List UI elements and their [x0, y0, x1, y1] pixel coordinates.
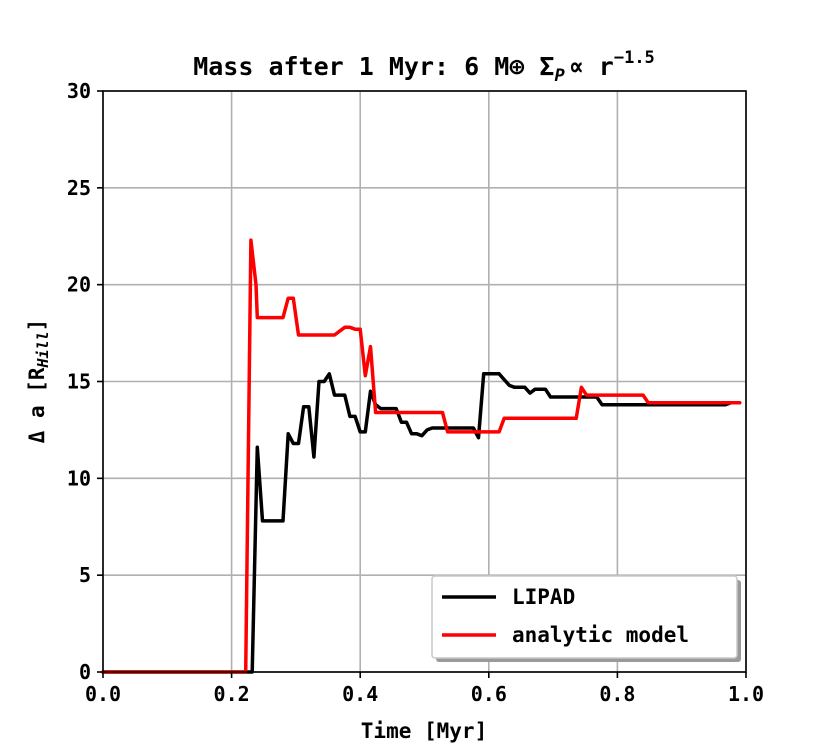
chart-title: Mass after 1 Myr: 6 M⊕ ΣP ∝ r−1.5: [193, 48, 655, 86]
y-axis-title: Δ a [RHill]: [25, 319, 52, 444]
y-tick-label: 20: [67, 273, 91, 297]
legend-label-lipad: LIPAD: [512, 585, 575, 609]
y-tick-label: 15: [67, 370, 91, 394]
legend-box: [431, 575, 738, 659]
y-tick-label: 25: [67, 176, 91, 200]
x-tick-label: 0.2: [214, 682, 250, 706]
grid: [102, 90, 747, 673]
plot-series: [101, 238, 742, 674]
y-tick-label: 5: [79, 563, 91, 587]
axis-ticks: 0.0 0.2 0.4 0.6 0.8 1.0 0 5 10 15 20 25 30: [67, 79, 764, 706]
x-axis-title: Time [Myr]: [361, 719, 487, 743]
legend-label-analytic-model: analytic model: [512, 623, 689, 647]
y-tick-label: 30: [67, 79, 91, 103]
y-tick-label: 10: [67, 466, 91, 490]
series-line-analytic-model: [101, 238, 742, 674]
y-tick-label: 0: [79, 660, 91, 684]
legend: LIPAD analytic model: [431, 575, 741, 662]
series-line-lipad: [101, 372, 742, 674]
x-tick-label: 0.0: [85, 682, 121, 706]
x-tick-label: 1.0: [728, 682, 764, 706]
x-tick-label: 0.6: [471, 682, 507, 706]
x-tick-label: 0.8: [599, 682, 635, 706]
x-tick-label: 0.4: [342, 682, 378, 706]
